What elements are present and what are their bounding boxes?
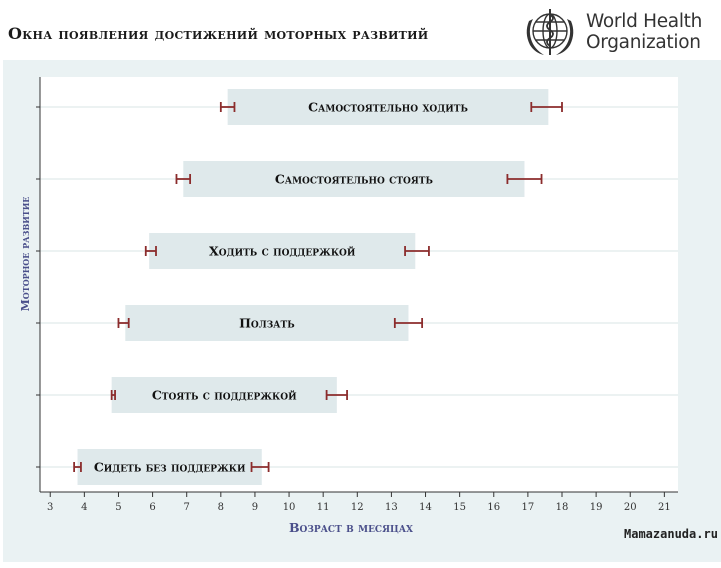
- x-tick-label: 11: [317, 502, 330, 513]
- x-tick-label: 5: [115, 502, 121, 513]
- x-tick-label: 3: [47, 502, 53, 513]
- range-bar: [77, 449, 262, 485]
- milestone-label: Сидеть без поддержки: [94, 460, 246, 475]
- x-tick-label: 20: [624, 502, 637, 513]
- range-bar: [183, 161, 525, 197]
- milestone-label: Ходить с поддержкой: [209, 244, 356, 259]
- x-tick-label: 15: [453, 502, 466, 513]
- x-tick-label: 4: [81, 502, 87, 513]
- x-tick-label: 9: [252, 502, 258, 513]
- x-tick-label: 13: [385, 502, 398, 513]
- x-tick-label: 16: [487, 502, 500, 513]
- page-title: Окна появления достижений моторных разви…: [8, 24, 429, 43]
- x-tick-label: 8: [218, 502, 224, 513]
- milestone-label: Ползать: [239, 316, 295, 331]
- y-axis-title: Моторное развитие: [19, 197, 32, 312]
- x-tick-label: 12: [351, 502, 364, 513]
- who-emblem-icon: [526, 9, 574, 55]
- milestone-label: Самостоятельно стоять: [275, 172, 433, 187]
- range-bar: [111, 377, 337, 413]
- range-bar: [125, 305, 409, 341]
- x-tick-label: 18: [556, 502, 569, 513]
- watermark: Mamazanuda.ru: [624, 527, 718, 541]
- plot-panel: [40, 77, 678, 492]
- range-bar: [149, 233, 416, 269]
- milestone-label: Стоять с поддержкой: [152, 388, 297, 403]
- organization-name-line-2: Organization: [586, 32, 701, 53]
- x-tick-label: 14: [419, 502, 432, 513]
- x-tick-label: 19: [590, 502, 603, 513]
- x-tick-label: 17: [522, 502, 535, 513]
- milestone-label: Самостоятельно ходить: [308, 100, 468, 115]
- x-axis-title: Возраст в месяцах: [289, 520, 413, 535]
- range-bar: [227, 89, 549, 125]
- x-tick-label: 21: [658, 502, 671, 513]
- organization-name-line-1: World Health: [586, 11, 703, 32]
- x-tick-label: 7: [184, 502, 190, 513]
- organization-name: World Health Organization: [586, 11, 702, 53]
- x-tick-label: 6: [149, 502, 155, 513]
- x-tick-label: 10: [283, 502, 296, 513]
